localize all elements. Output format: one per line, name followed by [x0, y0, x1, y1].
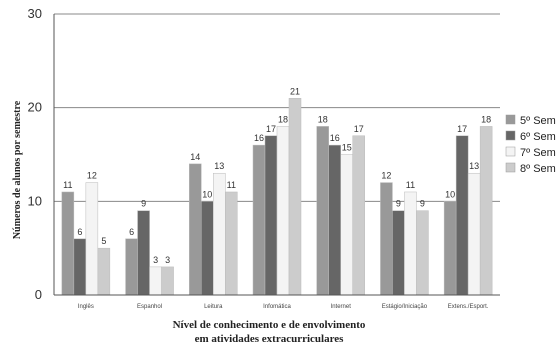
bar	[392, 210, 405, 296]
x-tick-label: Infomática	[263, 304, 291, 310]
bar	[213, 172, 226, 296]
y-axis-title: Números de alunos por semestre	[12, 100, 23, 239]
bar-value-label: 18	[318, 114, 328, 124]
bar-value-label: 11	[406, 180, 415, 190]
bar	[61, 191, 75, 296]
legend-swatch	[505, 130, 516, 141]
bars	[61, 98, 493, 296]
bar-value-label: 10	[202, 189, 212, 199]
bar	[252, 144, 266, 296]
bar-value-label: 13	[469, 161, 479, 171]
bar	[467, 172, 481, 296]
bar-value-label: 12	[87, 171, 97, 181]
legend-label: 7º Sem	[520, 147, 556, 159]
bar-value-label: 9	[396, 199, 401, 209]
bar	[328, 144, 341, 296]
bar-value-label: 17	[457, 124, 467, 134]
legend-label: 5º Sem	[520, 115, 556, 127]
x-axis-title-line-1: Nível de conhecimento e de envolvimento	[173, 319, 366, 331]
bar	[479, 126, 493, 296]
bar	[73, 238, 87, 296]
y-tick-label: 10	[28, 193, 42, 208]
bar	[455, 135, 469, 296]
bar	[189, 163, 202, 296]
bar	[352, 135, 365, 296]
axes: 0 10 20 30 Inglês Espanhol Leitura Infomática In…	[28, 6, 500, 310]
legend-swatch	[505, 162, 516, 173]
bar-value-label: 9	[141, 199, 146, 209]
bar	[404, 191, 417, 296]
x-tick-label: Internet	[331, 304, 352, 310]
bar	[443, 201, 457, 296]
x-axis-title-line-2: em atividades extracurriculares	[195, 333, 345, 344]
bar	[416, 210, 429, 296]
bar-value-label: 10	[445, 189, 455, 199]
x-tick-label: Espanhol	[137, 304, 162, 310]
legend-label: 6º Sem	[520, 131, 556, 143]
bar	[137, 210, 150, 296]
legend-swatch	[505, 114, 516, 125]
bar-value-label: 11	[227, 180, 236, 190]
bar	[276, 126, 290, 296]
bar	[149, 266, 162, 296]
legend-label: 8º Sem	[520, 163, 556, 175]
bar	[97, 247, 111, 296]
bar-value-label: 16	[254, 133, 264, 143]
x-tick-label: Estágio/Iniciação	[382, 304, 428, 310]
bar-value-label: 12	[381, 171, 391, 181]
bar	[264, 135, 278, 296]
bar-value-label: 14	[190, 152, 200, 162]
bar-value-label: 6	[77, 227, 82, 237]
y-tick-label: 20	[28, 100, 42, 115]
y-tick-label: 30	[28, 6, 42, 21]
legend-swatch	[505, 146, 516, 157]
bar-value-label: 3	[153, 255, 158, 265]
bar-value-label: 18	[481, 114, 491, 124]
bar	[225, 191, 238, 296]
bar-value-label: 18	[278, 114, 288, 124]
y-tick-label: 0	[35, 287, 42, 302]
x-tick-label: Inglês	[78, 304, 94, 310]
bar	[288, 98, 302, 296]
bar-value-label: 3	[165, 255, 170, 265]
bar-value-label: 13	[214, 161, 224, 171]
bar-value-label: 15	[342, 143, 352, 153]
bar	[85, 182, 99, 296]
bar-value-label: 5	[101, 236, 106, 246]
bar-value-label: 11	[63, 180, 72, 190]
bar-value-label: 9	[420, 199, 425, 209]
bar-value-label: 6	[129, 227, 134, 237]
bar-value-label: 21	[290, 86, 300, 96]
bar-value-label: 17	[354, 124, 364, 134]
bar-value-label: 16	[330, 133, 340, 143]
bar	[340, 154, 353, 296]
x-tick-label: Leitura	[204, 304, 223, 310]
legend: 5º Sem 6º Sem 7º Sem 8º Sem	[505, 114, 556, 175]
bar-value-label: 17	[266, 124, 276, 134]
bar	[316, 126, 329, 296]
bar	[161, 266, 174, 296]
bar	[380, 182, 393, 296]
bar	[201, 201, 214, 296]
x-tick-label: Extens./Esport.	[448, 304, 489, 310]
bar	[125, 238, 138, 296]
